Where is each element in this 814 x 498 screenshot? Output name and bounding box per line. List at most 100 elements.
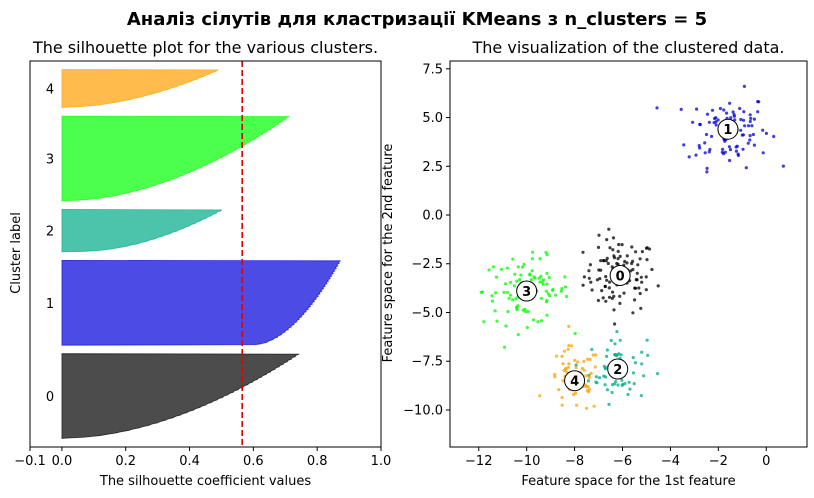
scatter-point: [735, 144, 739, 148]
scatter-point: [603, 367, 608, 371]
cluster-center-label-3: 3: [522, 285, 531, 300]
scatter-point: [561, 362, 565, 366]
scatter-point: [679, 107, 683, 111]
scatter-point: [748, 119, 752, 124]
scatter-point: [608, 246, 612, 250]
scatter-point: [544, 289, 548, 293]
scatter-point: [635, 278, 639, 282]
scatter-point: [741, 147, 745, 151]
scatter-point: [645, 246, 649, 250]
scatter-point: [602, 374, 606, 378]
scatter-point: [529, 278, 534, 282]
silhouette-xtick-label: 0.6: [243, 454, 264, 469]
cluster-center-1: [717, 118, 739, 140]
scatter-point: [567, 324, 571, 328]
scatter-point: [563, 275, 567, 279]
cluster-label-3: 3: [46, 153, 54, 168]
scatter-point: [553, 375, 557, 379]
scatter-point: [707, 120, 712, 124]
scatter-point: [710, 134, 714, 138]
scatter-point: [590, 347, 594, 352]
scatter-point: [508, 293, 513, 297]
scatter-point: [494, 291, 498, 295]
scatter-point: [574, 363, 578, 367]
scatter-point: [744, 166, 748, 170]
scatter-point: [705, 170, 709, 174]
scatter-point: [739, 117, 743, 122]
scatter-point: [607, 227, 611, 231]
scatter-point: [698, 146, 702, 150]
scatter-point: [694, 153, 698, 157]
scatter-point: [727, 145, 732, 149]
scatter-point: [531, 318, 536, 322]
scatter-xtick-label: −8: [565, 454, 584, 469]
scatter-point: [594, 375, 599, 379]
scatter-point: [618, 338, 622, 342]
scatter-point: [582, 275, 587, 279]
scatter-point: [601, 296, 605, 300]
scatter-point: [611, 236, 616, 240]
scatter-point: [728, 101, 732, 105]
scatter-point: [640, 250, 645, 254]
scatter-point: [761, 128, 765, 132]
scatter-point: [613, 322, 617, 326]
scatter-point: [593, 365, 597, 369]
scatter-point: [516, 333, 520, 337]
scatter-point: [605, 238, 609, 242]
scatter-point: [639, 394, 643, 398]
scatter-ylabel: Feature space for the 2nd feature: [381, 144, 396, 363]
scatter-point: [655, 106, 659, 110]
scatter-ytick-label: 7.5: [422, 62, 443, 77]
scatter-point: [601, 259, 606, 263]
scatter-point: [628, 387, 632, 391]
scatter-point: [635, 271, 639, 275]
scatter-point: [644, 288, 648, 292]
scatter-point: [521, 265, 525, 269]
scatter-point: [604, 259, 608, 263]
scatter-point: [623, 382, 627, 386]
scatter-point: [525, 326, 529, 330]
scatter-point: [725, 111, 729, 115]
scatter-point: [490, 294, 494, 298]
scatter-point: [607, 295, 612, 299]
silhouette-plot-area: [61, 61, 341, 447]
scatter-point: [528, 272, 532, 276]
scatter-point: [560, 287, 564, 291]
scatter-point: [656, 372, 660, 376]
scatter-point: [551, 288, 555, 292]
scatter-point: [587, 375, 592, 380]
scatter-point: [704, 132, 709, 137]
scatter-point: [634, 250, 638, 254]
scatter-point: [545, 282, 549, 286]
scatter-point: [596, 298, 601, 303]
scatter-point: [605, 256, 609, 260]
scatter-point: [506, 310, 510, 314]
scatter-point: [562, 349, 567, 353]
scatter-point: [626, 392, 630, 397]
scatter-point: [516, 265, 520, 269]
scatter-point: [613, 382, 617, 386]
scatter-point: [631, 267, 635, 272]
scatter-point: [731, 110, 735, 114]
silhouette-xtick-label: 0.4: [179, 454, 200, 469]
cluster-label-4: 4: [46, 83, 54, 98]
scatter-point: [574, 366, 578, 370]
scatter-point: [638, 257, 642, 261]
scatter-point: [743, 124, 747, 128]
scatter-point: [515, 308, 519, 312]
scatter-point: [605, 388, 610, 392]
scatter-y-ticks: −10.0 −7.5 −5.0 −2.5 0.0 2.5 5.0 7.5: [403, 62, 450, 418]
scatter-point: [712, 121, 716, 125]
scatter-xtick-label: −10: [513, 454, 540, 469]
scatter-xtick-label: −6: [613, 454, 632, 469]
scatter-point: [603, 284, 607, 288]
silhouette-xtick-label: 0.8: [307, 454, 328, 469]
cluster-center-4: [564, 370, 586, 392]
scatter-point: [732, 113, 736, 117]
scatter-point: [611, 248, 615, 252]
cluster-center-label-0: 0: [616, 269, 625, 284]
scatter-point: [741, 118, 746, 122]
silhouette-axes-frame: [29, 60, 382, 448]
scatter-point: [588, 357, 592, 361]
scatter-point: [587, 390, 591, 394]
